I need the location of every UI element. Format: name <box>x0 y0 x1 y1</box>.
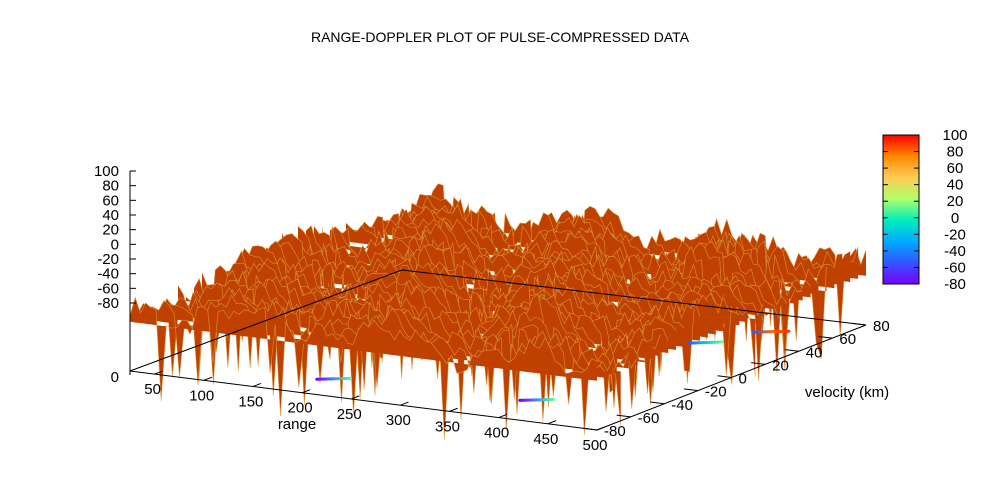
colorbar-tick-label: 60 <box>947 160 964 177</box>
y-tick-label: 80 <box>873 318 890 335</box>
x-tick <box>301 389 311 394</box>
x-tick-label: 400 <box>484 425 509 442</box>
x-tick <box>154 370 163 375</box>
z-tick-label: 100 <box>94 163 119 180</box>
surface-ridge-line <box>169 278 637 408</box>
colorbar-scale <box>882 134 920 285</box>
colorbar-tick-label: 40 <box>947 177 964 194</box>
y-tick-label: 60 <box>839 331 856 348</box>
x-tick <box>498 413 507 419</box>
z-tick-label: -40 <box>97 266 119 283</box>
colorbar-tick-label: 80 <box>947 144 964 161</box>
y-tick <box>717 375 732 378</box>
y-tick <box>650 401 665 405</box>
z-tick-label: -60 <box>97 280 119 297</box>
axes: 50 100 150 200 250 300 350 400 450 500-80-60-40-2… <box>94 163 890 454</box>
surface-strip <box>194 270 661 394</box>
y-tick <box>616 414 631 418</box>
z-axis-base-label: 0 <box>111 369 119 386</box>
x-tick <box>400 401 409 406</box>
colorbar-tick-label: -40 <box>944 243 966 260</box>
surface-strip <box>178 276 645 396</box>
x-tick-label: 150 <box>238 394 263 411</box>
z-tick-label: 80 <box>102 178 119 195</box>
y-tick-label: 0 <box>739 371 747 388</box>
z-tick-label: -80 <box>97 295 119 312</box>
y-tick <box>784 349 799 352</box>
surface-ridge-line <box>145 286 614 415</box>
surface-strip <box>202 263 669 420</box>
x-tick <box>449 407 458 412</box>
x-tick-label: 250 <box>337 406 362 423</box>
surface-ridge-line <box>129 296 598 417</box>
z-tick-label: 20 <box>102 222 119 239</box>
x-tick-label: 450 <box>533 431 558 448</box>
z-tick-label: 40 <box>102 207 119 224</box>
x-tick-label: 200 <box>288 400 313 417</box>
target-projection <box>751 329 791 334</box>
y-tick <box>582 427 598 431</box>
y-tick <box>852 322 867 326</box>
z-tick-label: 0 <box>111 236 119 253</box>
y-tick <box>818 335 833 339</box>
target-projection <box>687 340 724 345</box>
colorbar-tick-label: 100 <box>942 127 967 144</box>
y-tick-label: 20 <box>772 357 789 374</box>
back-left-edge <box>129 269 403 372</box>
y-tick <box>751 362 766 365</box>
surface-ridge-line <box>225 250 693 405</box>
x-tick-label: 350 <box>435 418 460 435</box>
colorbar-tick-label: -80 <box>944 276 966 293</box>
surface-ridge-line <box>337 217 803 374</box>
y-tick-label: -80 <box>604 423 626 440</box>
colorbar-tick-label: 20 <box>947 193 964 210</box>
z-tick-label: -20 <box>97 251 119 268</box>
z-tick-label: 60 <box>102 192 119 209</box>
surface-plot <box>129 183 867 440</box>
x-axis-line <box>129 370 598 431</box>
y-axis-label: velocity (km) <box>805 384 889 401</box>
y-tick-label: -20 <box>705 384 727 401</box>
chart-title: RANGE-DOPPLER PLOT OF PULSE-COMPRESSED D… <box>311 29 690 45</box>
surface-ridge-line <box>321 223 788 350</box>
x-tick <box>351 395 360 400</box>
x-tick-label: 100 <box>189 387 214 404</box>
surface-ridge-line <box>177 276 645 396</box>
colorbar-tick-label: -20 <box>944 226 966 243</box>
y-tick-label: -40 <box>671 397 693 414</box>
colorbar-tick-label: 0 <box>951 210 959 227</box>
x-axis-label: range <box>278 416 316 433</box>
y-tick <box>683 388 698 392</box>
x-tick-label: 50 <box>144 381 161 398</box>
surface-strip <box>386 196 851 315</box>
x-tick <box>596 426 606 431</box>
x-tick <box>547 420 557 425</box>
surface-ridge-line <box>209 257 677 408</box>
y-tick-label: 40 <box>806 344 823 361</box>
surface-strip <box>130 297 597 416</box>
target-projection <box>518 397 555 402</box>
colorbar-tick-label: -60 <box>944 259 966 276</box>
surface-ridge-line <box>217 257 685 393</box>
x-tick-label: 300 <box>386 412 411 429</box>
x-tick <box>252 382 262 387</box>
x-tick-label: 500 <box>582 437 607 454</box>
back-edge <box>401 269 867 326</box>
y-tick-label: -60 <box>638 410 660 427</box>
x-tick <box>203 376 213 381</box>
target-projection <box>315 376 353 381</box>
